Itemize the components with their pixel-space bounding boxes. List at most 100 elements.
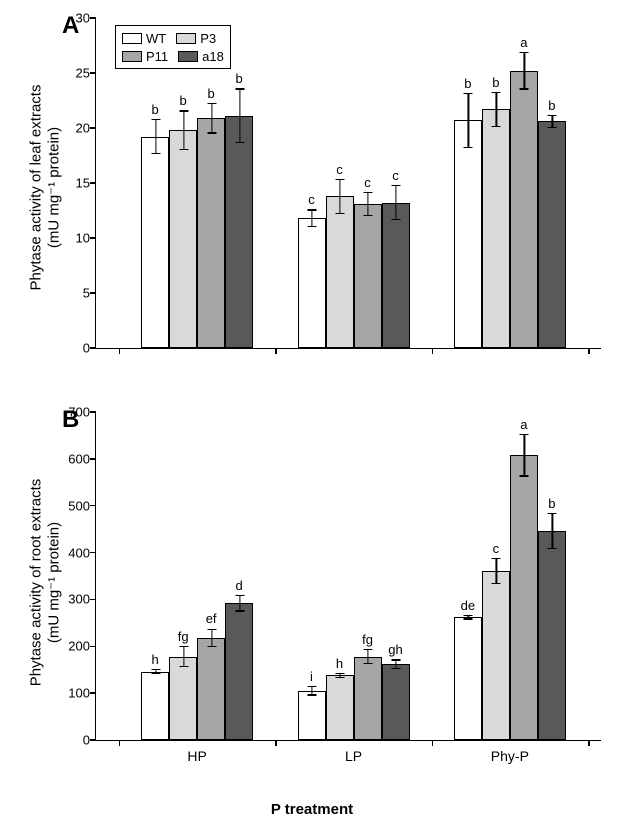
y-tick-mark	[90, 505, 96, 507]
y-tick-mark	[90, 72, 96, 74]
y-tick-mark	[90, 182, 96, 184]
legend-item-P3: P3	[176, 29, 216, 47]
y-tick-label: 300	[68, 592, 90, 607]
legend-label: P3	[200, 31, 216, 46]
y-tick-mark	[90, 411, 96, 413]
sig-label: b	[152, 102, 159, 117]
y-tick-label: 5	[83, 286, 90, 301]
y-tick-mark	[90, 692, 96, 694]
error-bar	[468, 615, 469, 620]
legend-label: a18	[202, 49, 224, 64]
error-bar	[496, 92, 497, 127]
error-bar	[524, 434, 525, 477]
y-tick-label: 200	[68, 639, 90, 654]
x-tick-mark	[588, 348, 590, 354]
bar-P3	[482, 571, 510, 740]
bar-P3	[326, 675, 354, 740]
bar-P11	[197, 638, 225, 740]
bar-P11	[510, 71, 538, 348]
bar-WT	[298, 691, 326, 740]
error-bar	[368, 649, 369, 664]
sig-label: gh	[388, 642, 402, 657]
error-bar	[368, 192, 369, 216]
x-tick-mark	[275, 740, 277, 746]
sig-label: b	[180, 93, 187, 108]
error-bar	[239, 595, 240, 612]
y-axis-title-b: Phytase activity of root extracts (mU mg…	[28, 418, 63, 748]
bar-WT	[141, 672, 169, 740]
error-bar	[396, 659, 397, 668]
error-bar	[183, 646, 184, 667]
x-tick-mark	[119, 348, 121, 354]
y-tick-label: 400	[68, 545, 90, 560]
sig-label: c	[308, 192, 315, 207]
sig-label: i	[310, 669, 313, 684]
legend-swatch	[122, 33, 142, 44]
y-tick-label: 700	[68, 405, 90, 420]
bar-P11	[197, 118, 225, 348]
bar-WT	[454, 617, 482, 740]
legend-item-a18: a18	[178, 47, 224, 65]
y-tick-mark	[90, 552, 96, 554]
legend-swatch	[178, 51, 198, 62]
y-tick-label: 20	[76, 121, 90, 136]
bar-WT	[454, 120, 482, 348]
y-tick-mark	[90, 127, 96, 129]
y-tick-mark	[90, 599, 96, 601]
y-tick-label: 0	[83, 341, 90, 356]
sig-label: b	[548, 98, 555, 113]
sig-label: b	[492, 75, 499, 90]
error-bar	[239, 88, 240, 143]
y-tick-mark	[90, 292, 96, 294]
y-tick-label: 500	[68, 498, 90, 513]
legend-item-WT: WT	[122, 29, 166, 47]
legend-swatch	[176, 33, 196, 44]
sig-label: c	[336, 162, 343, 177]
error-bar	[468, 93, 469, 148]
sig-label: b	[464, 76, 471, 91]
error-bar	[340, 179, 341, 214]
bar-WT	[298, 218, 326, 348]
y-tick-label: 0	[83, 733, 90, 748]
sig-label: h	[336, 656, 343, 671]
legend-item-P11: P11	[122, 47, 168, 65]
bar-P3	[482, 109, 510, 348]
legend-label: P11	[146, 49, 168, 64]
panel-b: B Phytase activity of root extracts (mU …	[0, 390, 624, 828]
y-tick-label: 30	[76, 11, 90, 26]
figure: A Phytase activity of leaf extracts (mU …	[0, 0, 624, 828]
x-tick-mark	[275, 348, 277, 354]
sig-label: h	[152, 652, 159, 667]
x-tick-mark	[432, 740, 434, 746]
y-tick-label: 100	[68, 686, 90, 701]
bar-a18	[225, 116, 253, 348]
sig-label: c	[392, 168, 399, 183]
bar-P3	[326, 196, 354, 348]
bar-P11	[354, 204, 382, 348]
sig-label: b	[548, 496, 555, 511]
y-tick-mark	[90, 347, 96, 349]
error-bar	[552, 513, 553, 549]
y-tick-label: 600	[68, 451, 90, 466]
error-bar	[340, 673, 341, 678]
bar-P11	[354, 657, 382, 740]
error-bar	[524, 52, 525, 89]
error-bar	[312, 686, 313, 695]
sig-label: c	[493, 541, 500, 556]
x-tick-mark	[119, 740, 121, 746]
y-tick-mark	[90, 646, 96, 648]
legend-label: WT	[146, 31, 166, 46]
sig-label: fg	[362, 632, 373, 647]
panel-a: A Phytase activity of leaf extracts (mU …	[0, 0, 624, 390]
y-axis-title-a: Phytase activity of leaf extracts (mU mg…	[28, 23, 63, 353]
x-tick-label: LP	[345, 748, 362, 764]
sig-label: c	[364, 175, 371, 190]
sig-label: b	[208, 86, 215, 101]
y-tick-mark	[90, 17, 96, 19]
y-tick-mark	[90, 237, 96, 239]
bar-a18	[382, 203, 410, 348]
bar-a18	[382, 664, 410, 740]
x-tick-label: HP	[187, 748, 206, 764]
y-tick-mark	[90, 739, 96, 741]
bar-a18	[538, 531, 566, 740]
